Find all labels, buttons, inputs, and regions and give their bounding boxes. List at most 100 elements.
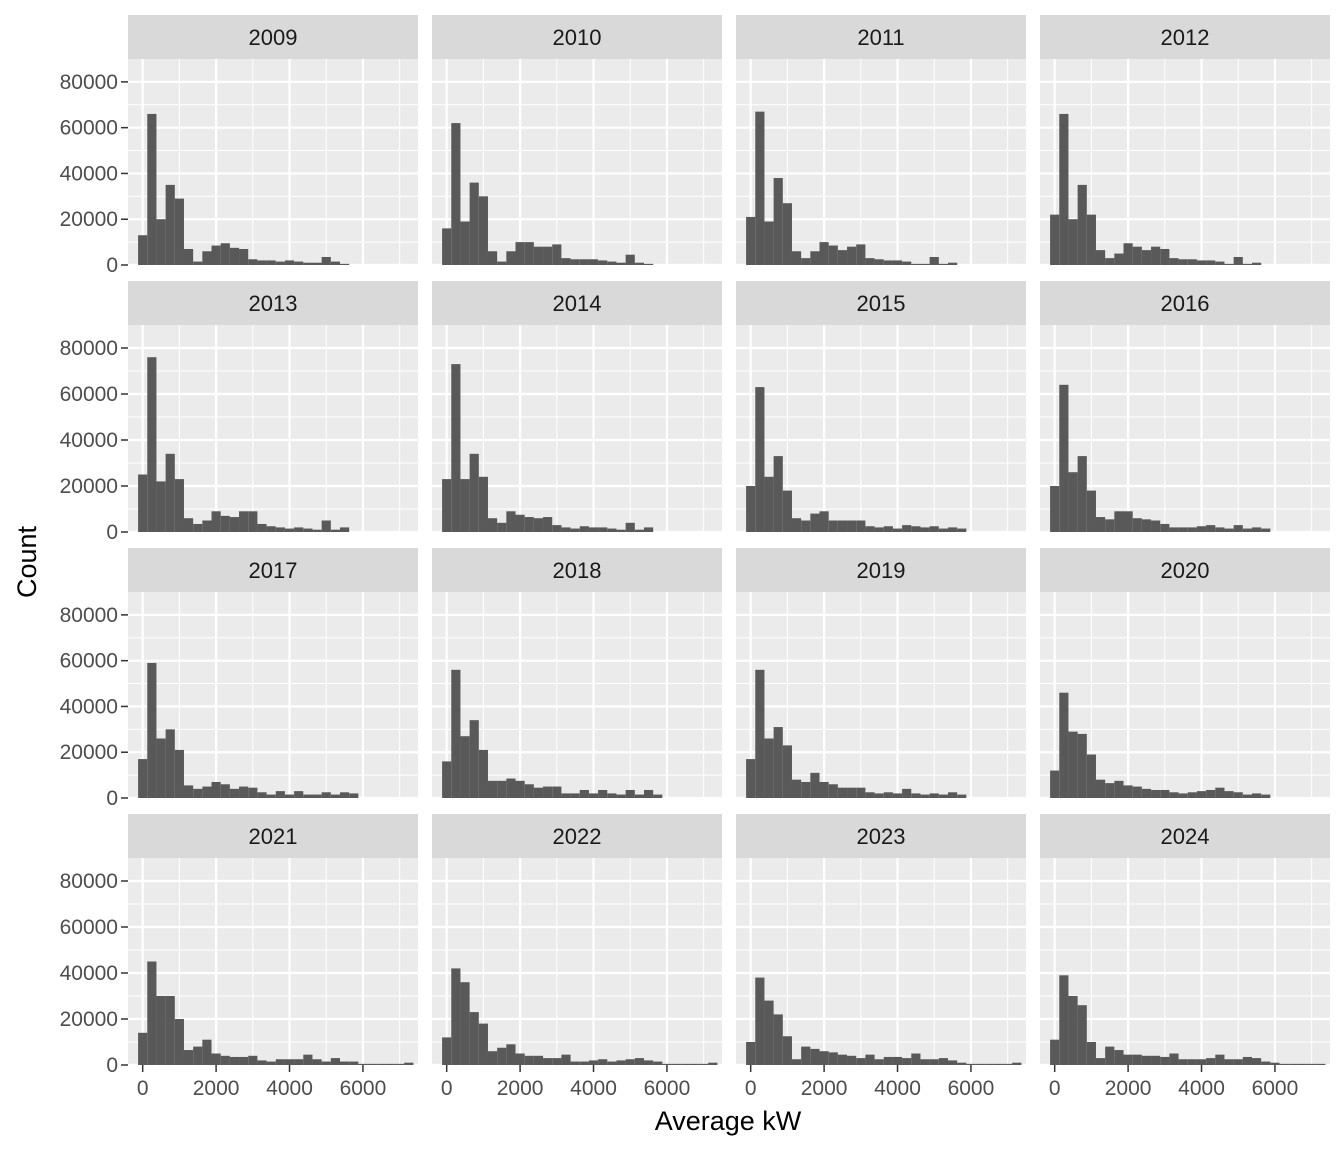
histogram-bar — [469, 720, 479, 798]
histogram-bar — [515, 514, 525, 532]
histogram-bar — [543, 1058, 553, 1065]
histogram-bar — [773, 178, 783, 265]
histogram-bar — [892, 528, 903, 532]
histogram-bar — [1178, 259, 1188, 265]
histogram-bar — [478, 476, 488, 532]
histogram-bar — [689, 1063, 700, 1065]
y-tick-label: 0 — [106, 787, 118, 810]
y-tick-label: 20000 — [60, 475, 118, 498]
histogram-bar — [1196, 260, 1207, 265]
histogram-bar — [1261, 794, 1271, 798]
histogram-bar — [561, 1054, 571, 1065]
histogram-bar — [938, 263, 948, 265]
histogram-bar — [634, 529, 644, 532]
histogram-bar — [193, 261, 203, 265]
histogram-bar — [1242, 1056, 1252, 1065]
histogram-bar — [929, 526, 939, 532]
x-tick-label: 4000 — [570, 1077, 617, 1100]
histogram-bar — [442, 761, 452, 798]
histogram-bar — [1050, 486, 1060, 532]
histogram-bar — [138, 235, 148, 265]
histogram-bar — [1279, 1063, 1289, 1065]
facet-strip — [1040, 281, 1330, 325]
histogram-bar — [515, 242, 525, 265]
histogram-bar — [284, 260, 295, 265]
y-tick-label: 40000 — [60, 695, 118, 718]
histogram-bar — [625, 1059, 635, 1065]
histogram-bar — [1123, 511, 1133, 532]
histogram-bar — [782, 1036, 792, 1065]
histogram-bar — [653, 794, 663, 798]
histogram-bar — [671, 1063, 681, 1065]
histogram-bar — [1077, 1005, 1087, 1065]
histogram-bar — [837, 1054, 848, 1065]
histogram-bar — [791, 779, 802, 798]
histogram-bar — [902, 261, 912, 265]
histogram-bar — [1095, 250, 1106, 265]
facet-panel: 2012 — [1040, 15, 1330, 267]
histogram-bar — [1132, 786, 1142, 798]
histogram-bar — [920, 527, 930, 532]
facet-panel: 2016 — [1040, 281, 1330, 534]
facet-strip — [128, 15, 418, 59]
histogram-bar — [239, 1056, 249, 1065]
histogram-bar — [810, 772, 820, 798]
facet-strip — [736, 15, 1026, 59]
histogram-bar — [211, 1053, 221, 1065]
histogram-bar — [174, 479, 184, 532]
facet-panel: 2009 — [128, 15, 418, 267]
histogram-bar — [764, 738, 774, 798]
histogram-bar — [947, 792, 958, 798]
histogram-bar — [515, 780, 525, 798]
histogram-bar — [1059, 384, 1069, 532]
y-tick-label: 40000 — [60, 962, 118, 985]
histogram-bar — [746, 486, 756, 532]
y-tick-label: 0 — [106, 521, 118, 544]
histogram-bar — [1086, 214, 1096, 265]
histogram-bar — [294, 791, 304, 798]
histogram-bar — [165, 453, 175, 532]
histogram-bar — [755, 387, 765, 532]
histogram-bar — [469, 182, 479, 265]
histogram-bar — [303, 1054, 313, 1065]
histogram-bar — [847, 246, 857, 265]
histogram-bar — [385, 1063, 396, 1065]
histogram-bar — [819, 1051, 829, 1065]
histogram-bar — [552, 786, 562, 798]
histogram-bar — [1068, 472, 1078, 532]
histogram-bar — [248, 511, 258, 532]
histogram-bar — [810, 1048, 820, 1065]
histogram-bar — [367, 1063, 377, 1065]
y-tick-label: 80000 — [60, 870, 118, 893]
histogram-bar — [1206, 1058, 1216, 1065]
facet-strip-label: 2014 — [553, 291, 602, 316]
facet-strip-label: 2024 — [1161, 824, 1210, 849]
histogram-bar — [699, 1063, 709, 1065]
histogram-bar — [1123, 243, 1133, 265]
histogram-bar — [570, 793, 580, 798]
histogram-bar — [294, 527, 304, 532]
histogram-bar — [321, 792, 331, 798]
histogram-bar — [966, 1063, 976, 1065]
facet-strip-label: 2009 — [249, 25, 298, 50]
histogram-bar — [828, 784, 838, 798]
x-tick-label: 0 — [137, 1077, 149, 1100]
histogram-bar — [266, 260, 276, 265]
histogram-bar — [1132, 246, 1142, 265]
histogram-bar — [1215, 787, 1225, 798]
histogram-bar — [193, 523, 203, 532]
histogram-bar — [938, 794, 948, 798]
histogram-bar — [1187, 792, 1197, 798]
histogram-bar — [330, 794, 340, 798]
y-tick-label: 80000 — [60, 71, 118, 94]
histogram-bar — [543, 786, 553, 798]
histogram-bar — [1187, 259, 1197, 265]
histogram-bar — [1012, 1062, 1022, 1065]
y-tick-label: 20000 — [60, 1008, 118, 1031]
histogram-bar — [911, 793, 921, 798]
facet-strip-label: 2018 — [553, 558, 602, 583]
histogram-bar — [294, 1059, 304, 1065]
histogram-bar — [211, 245, 221, 265]
histogram-bar — [1141, 250, 1152, 265]
